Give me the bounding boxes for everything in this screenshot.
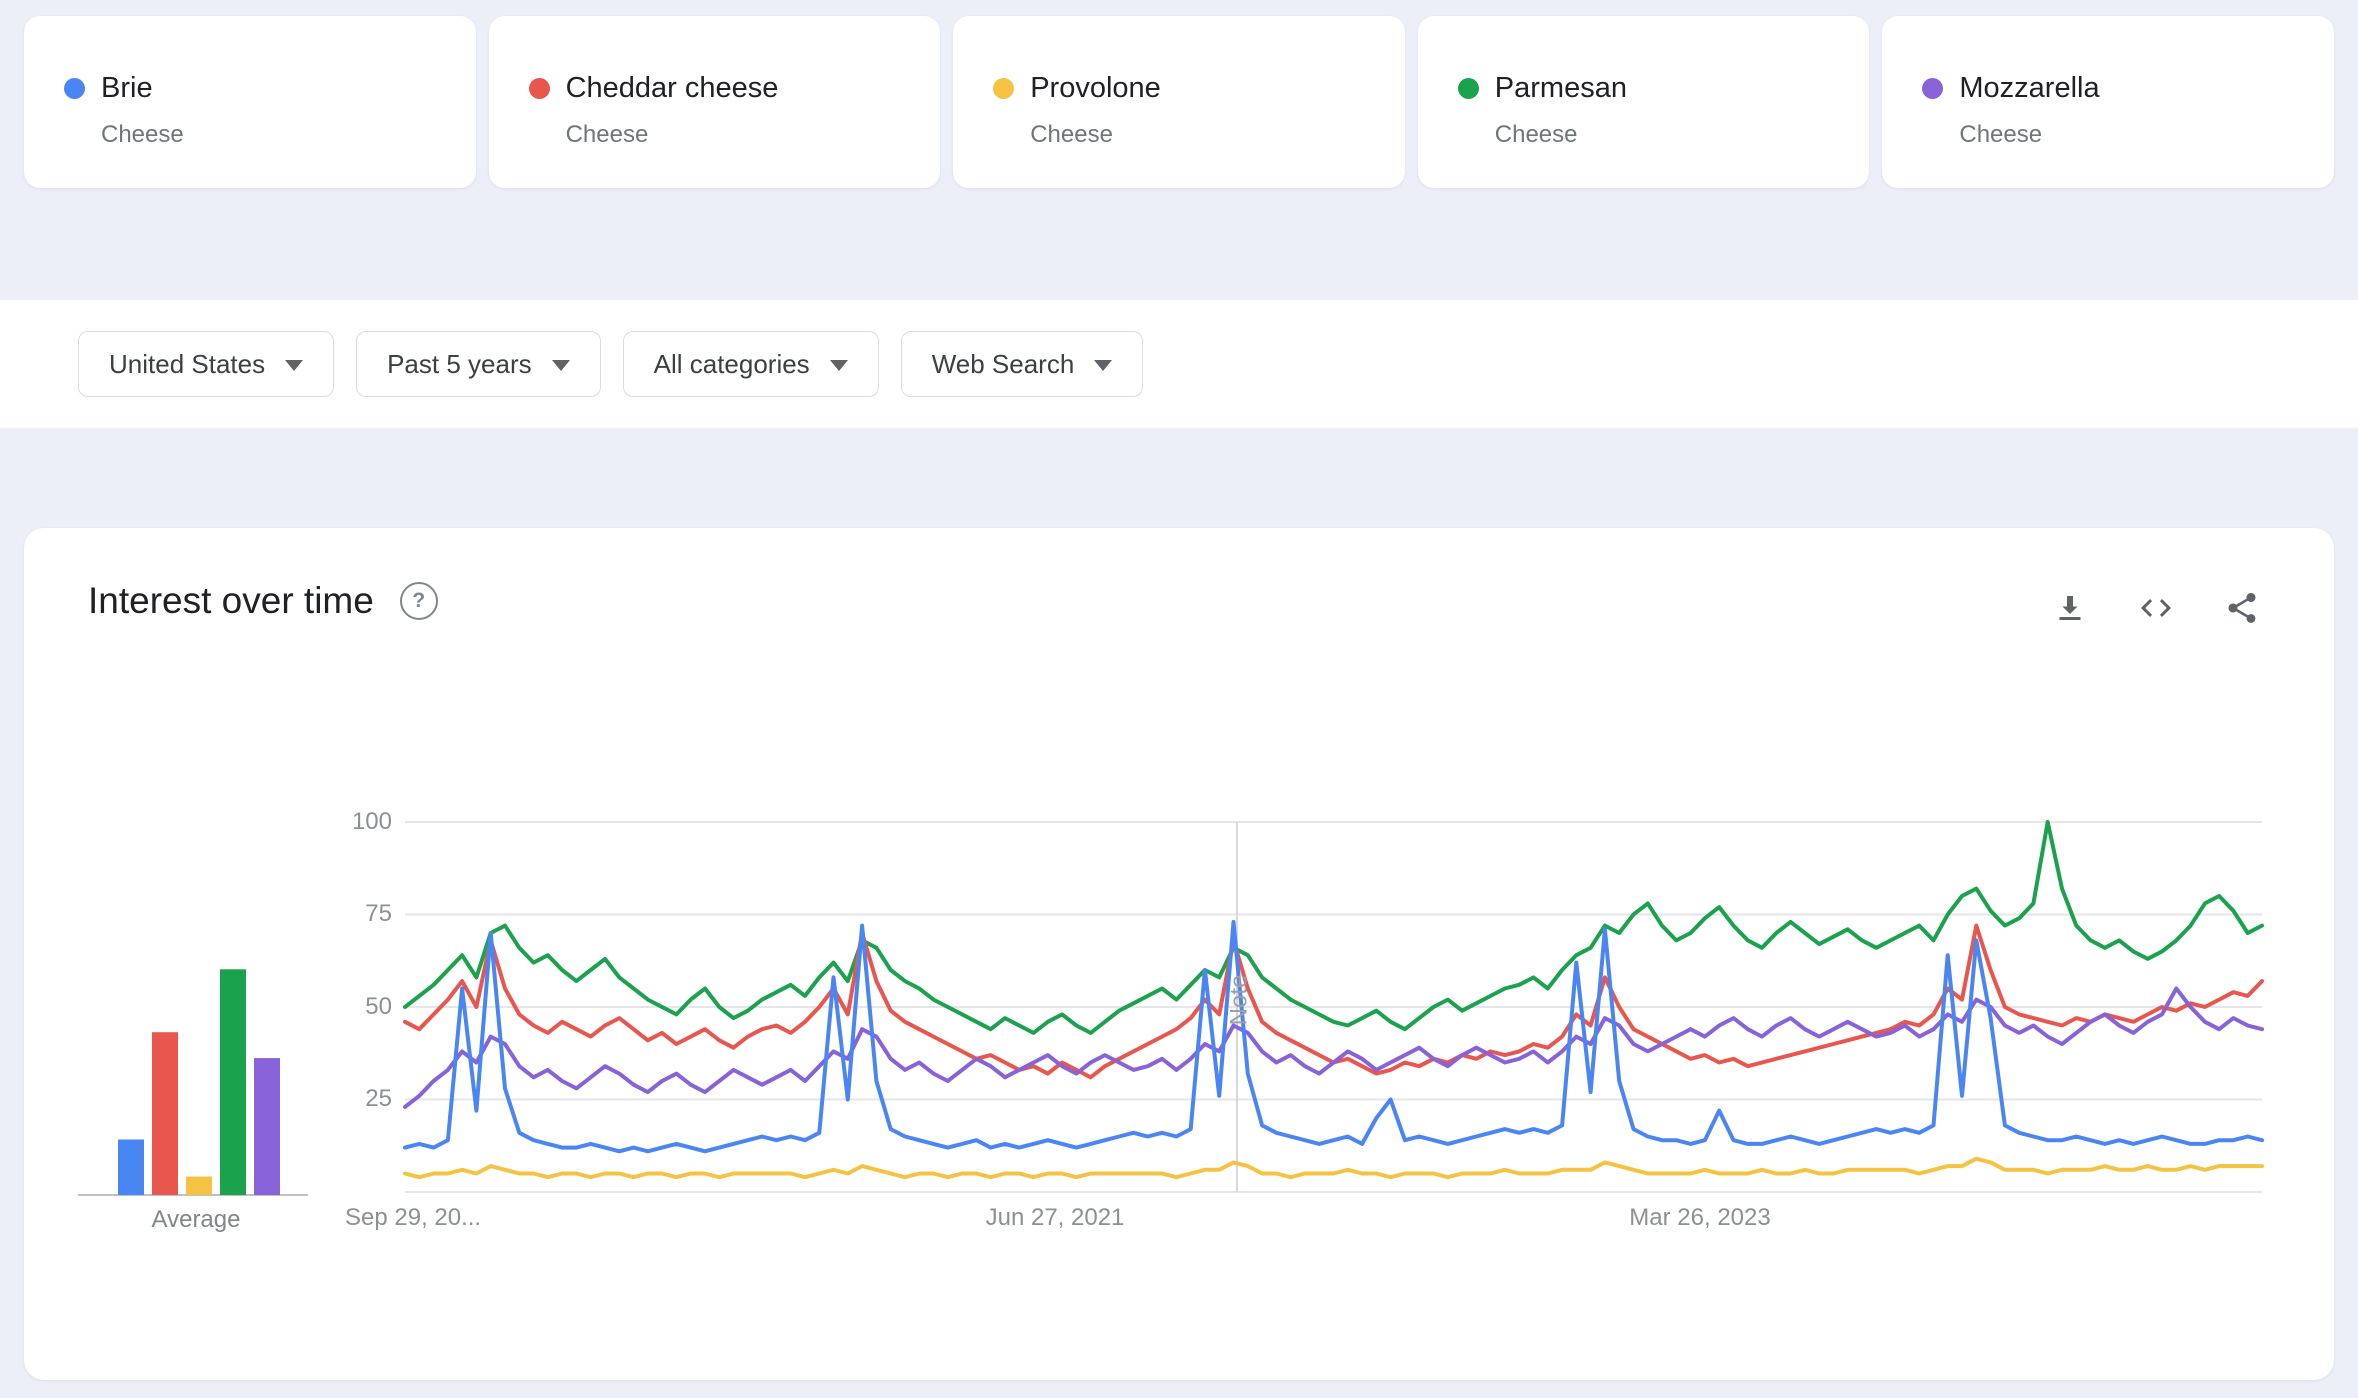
- embed-icon[interactable]: [2136, 588, 2176, 628]
- note-line-label: Note: [1225, 974, 1253, 1026]
- term-category: Cheese: [1494, 121, 1578, 148]
- term-card-parmesan[interactable]: Parmesan Cheese: [1417, 16, 1870, 188]
- filter-category-label: All categories: [653, 348, 810, 379]
- term-category: Cheese: [101, 121, 184, 148]
- term-name: Brie: [101, 72, 153, 104]
- line-chart[interactable]: [403, 820, 2264, 1194]
- term-card-provolone[interactable]: Provolone Cheese: [953, 16, 1405, 188]
- term-cards-row: Brie Cheese Cheddar cheese Cheese Provol…: [24, 16, 2334, 188]
- term-name: Parmesan: [1494, 72, 1627, 104]
- term-color-dot: [1922, 78, 1944, 99]
- panel-actions: [2050, 588, 2262, 628]
- filter-country-label: United States: [109, 348, 266, 379]
- y-axis-tick: 50: [365, 993, 392, 1020]
- average-bar-chart[interactable]: [78, 965, 308, 1201]
- term-card-cheddar-cheese[interactable]: Cheddar cheese Cheese: [488, 16, 941, 188]
- panel-title: Interest over time: [88, 580, 374, 621]
- term-card-brie[interactable]: Brie Cheese: [24, 16, 476, 188]
- filter-country-dropdown[interactable]: United States: [78, 331, 335, 397]
- filter-category-dropdown[interactable]: All categories: [622, 331, 879, 397]
- x-axis-tick: Mar 26, 2023: [1629, 1204, 1771, 1231]
- y-axis-tick: 75: [365, 900, 392, 927]
- chevron-down-icon: [1094, 360, 1113, 371]
- term-color-dot: [993, 78, 1015, 99]
- term-color-dot: [528, 78, 550, 99]
- filter-time-range-label: Past 5 years: [387, 348, 532, 379]
- term-name: Provolone: [1030, 72, 1161, 104]
- y-axis-tick: 100: [351, 808, 392, 835]
- interest-over-time-panel: Interest over time ? Average 100 75 50 2…: [24, 528, 2334, 1380]
- filter-search-type-label: Web Search: [931, 348, 1075, 379]
- term-category: Cheese: [565, 121, 649, 148]
- download-icon[interactable]: [2050, 588, 2090, 628]
- chevron-down-icon: [829, 360, 848, 371]
- share-icon[interactable]: [2222, 588, 2262, 628]
- filter-time-range-dropdown[interactable]: Past 5 years: [356, 331, 601, 397]
- x-axis-tick: Jun 27, 2021: [985, 1204, 1125, 1231]
- help-circle-icon[interactable]: ?: [399, 582, 438, 620]
- filters-bar: United States Past 5 years All categorie…: [0, 300, 2358, 428]
- y-axis-tick: 25: [365, 1085, 392, 1112]
- term-card-mozzarella[interactable]: Mozzarella Cheese: [1882, 16, 2334, 188]
- filter-search-type-dropdown[interactable]: Web Search: [900, 331, 1144, 397]
- term-name: Cheddar cheese: [565, 72, 779, 104]
- average-label: Average: [151, 1206, 241, 1233]
- term-color-dot: [1457, 78, 1479, 99]
- chevron-down-icon: [551, 360, 570, 371]
- term-category: Cheese: [1030, 121, 1113, 148]
- term-color-dot: [64, 78, 85, 99]
- x-axis-tick: Sep 29, 20...: [345, 1204, 482, 1231]
- chevron-down-icon: [285, 360, 304, 371]
- term-category: Cheese: [1959, 121, 2043, 148]
- term-name: Mozzarella: [1959, 72, 2100, 104]
